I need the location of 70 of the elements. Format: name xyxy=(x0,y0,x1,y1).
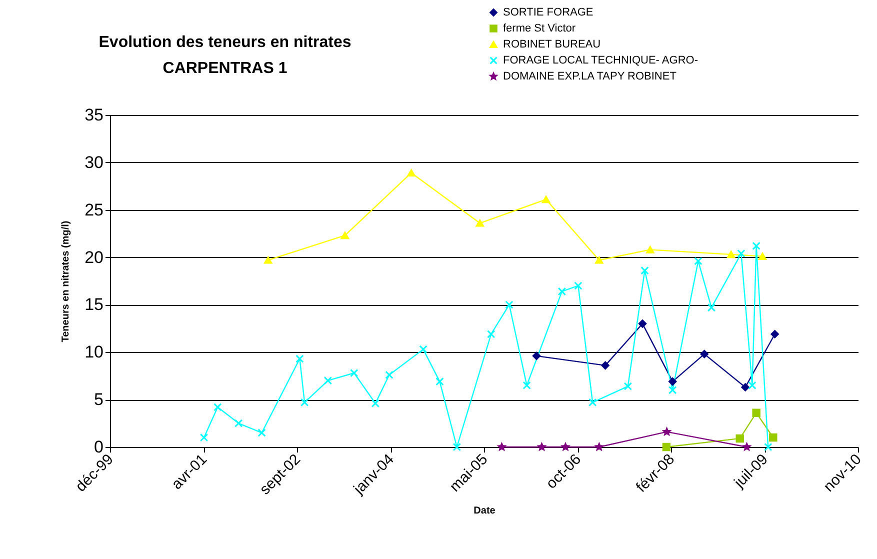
point xyxy=(436,377,444,386)
legend-label: ferme St Victor xyxy=(503,22,576,34)
point xyxy=(487,330,496,338)
point xyxy=(562,442,570,450)
point xyxy=(538,442,546,450)
point xyxy=(668,386,677,394)
point xyxy=(601,361,610,370)
y-tick-label: 0 xyxy=(94,438,104,456)
point xyxy=(742,442,751,450)
point xyxy=(296,354,304,363)
point xyxy=(407,169,416,177)
point xyxy=(694,256,702,266)
point xyxy=(324,376,332,385)
point xyxy=(640,266,649,275)
chart-title: Evolution des teneurs en nitrates CARPENTRAS 1 xyxy=(98,33,352,79)
legend-label: DOMAINE EXP.LA TAPY ROBINET xyxy=(503,70,677,82)
point xyxy=(646,246,654,254)
y-tick-label: 20 xyxy=(84,248,104,267)
point xyxy=(350,368,358,378)
point xyxy=(258,428,266,437)
point xyxy=(662,428,671,436)
point xyxy=(532,352,541,360)
point xyxy=(300,398,309,407)
point xyxy=(419,345,428,354)
point xyxy=(700,350,708,358)
point xyxy=(476,219,484,227)
point xyxy=(748,381,756,390)
point xyxy=(505,300,514,309)
point xyxy=(737,249,746,258)
legend-label: ROBINET BUREAU xyxy=(503,38,601,50)
y-axis-title: Teneurs en nitrates (mg/l) xyxy=(60,220,72,342)
point xyxy=(234,419,243,428)
point xyxy=(707,303,716,312)
point xyxy=(764,442,772,452)
point xyxy=(624,382,632,390)
point xyxy=(769,433,778,442)
point xyxy=(385,370,394,380)
x-axis-title: Date xyxy=(474,506,496,517)
point xyxy=(452,442,462,452)
point xyxy=(752,408,760,417)
point xyxy=(558,287,566,296)
point xyxy=(371,399,380,408)
y-tick-label: 10 xyxy=(84,342,104,362)
point xyxy=(662,442,671,452)
point xyxy=(752,242,760,250)
point xyxy=(726,250,736,258)
point xyxy=(595,256,604,264)
point xyxy=(340,232,350,240)
point xyxy=(736,434,744,443)
y-tick-label: 25 xyxy=(84,200,104,220)
y-tick-label: 5 xyxy=(94,390,104,410)
legend-label: SORTIE FORAGE xyxy=(503,6,594,18)
y-tick-label: 35 xyxy=(84,106,104,124)
legend-label: FORAGE LOCAL TECHNIQUE- AGRO- xyxy=(503,54,698,66)
point xyxy=(522,381,531,390)
point xyxy=(741,383,750,392)
point xyxy=(574,282,582,290)
point xyxy=(588,398,597,407)
y-tick-label: 30 xyxy=(84,152,104,172)
point xyxy=(668,377,677,386)
point xyxy=(264,256,272,264)
point xyxy=(214,403,222,412)
point xyxy=(758,252,767,260)
point xyxy=(595,442,604,450)
point xyxy=(638,320,647,328)
point xyxy=(498,442,506,450)
point xyxy=(770,330,779,338)
point xyxy=(200,433,208,442)
y-tick-label: 15 xyxy=(84,295,104,314)
point xyxy=(542,196,550,204)
